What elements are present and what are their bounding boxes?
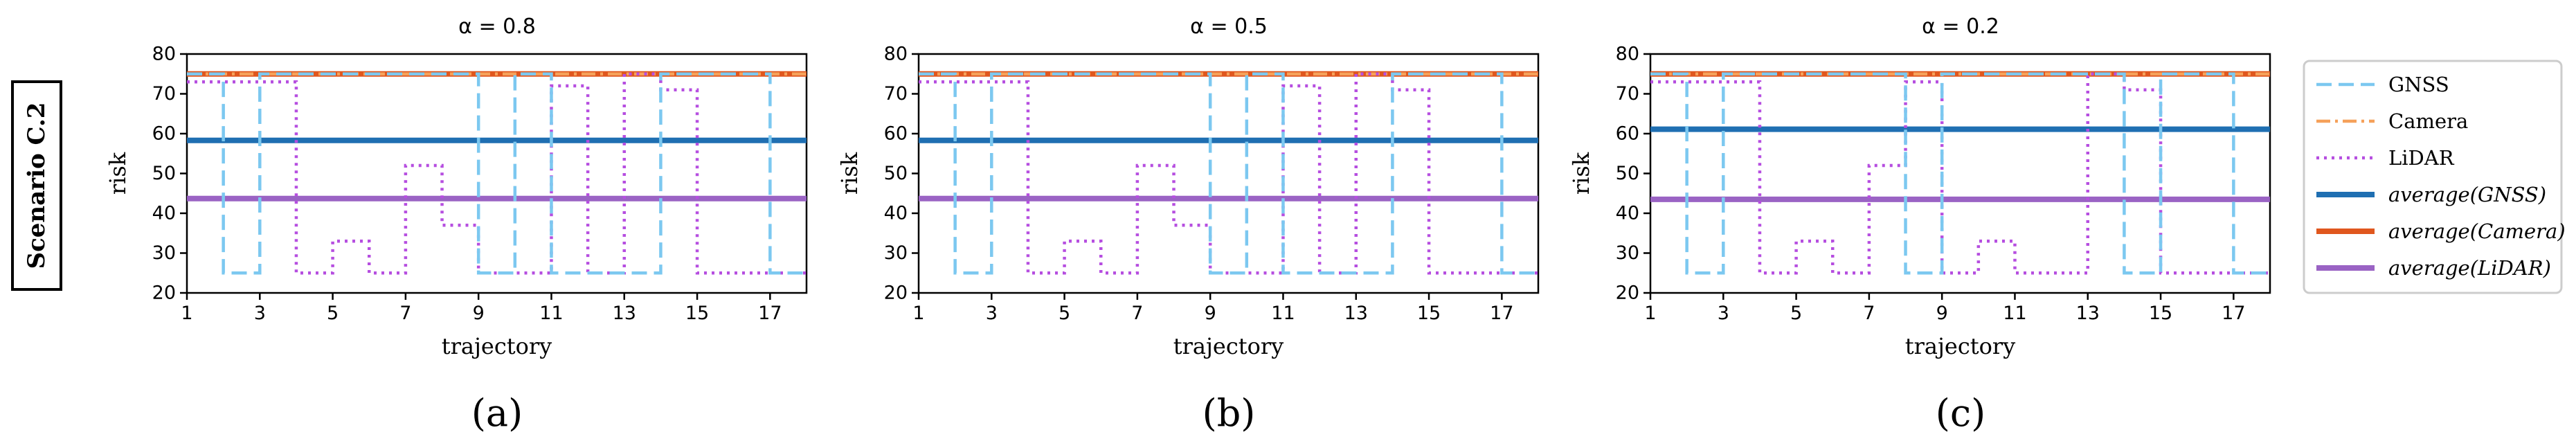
legend-frame <box>2303 60 2563 294</box>
legend-label-gnss: GNSS <box>2388 73 2449 96</box>
legend-label-lidar: LiDAR <box>2388 146 2455 170</box>
x-axis-label: trajectory <box>1905 333 2016 359</box>
y-tick-label: 50 <box>152 163 176 184</box>
y-tick-label: 60 <box>1616 123 1639 145</box>
y-tick-label: 30 <box>152 242 176 264</box>
legend-label-avg_gnss: average(GNSS) <box>2388 183 2546 206</box>
legend: GNSS Camera LiDAR average(GNSS) average(Came… <box>2303 60 2566 294</box>
y-tick-label: 20 <box>1616 283 1639 304</box>
x-tick-label: 15 <box>685 303 709 324</box>
subfigure-label-a: (a) <box>471 391 523 435</box>
x-tick-label: 9 <box>473 303 485 324</box>
x-tick-label: 5 <box>1790 303 1802 324</box>
x-tick-label: 7 <box>1863 303 1875 324</box>
series-line-gnss <box>1650 72 2270 275</box>
x-tick-label: 3 <box>1718 303 1729 324</box>
y-tick-label: 20 <box>152 283 176 304</box>
y-tick-label: 80 <box>152 44 176 65</box>
x-tick-label: 3 <box>254 303 266 324</box>
x-tick-label: 15 <box>2149 303 2172 324</box>
x-tick-label: 5 <box>1059 303 1070 324</box>
x-tick-label: 15 <box>1417 303 1441 324</box>
row-label-box <box>11 80 62 291</box>
y-tick-label: 40 <box>884 203 908 224</box>
y-tick-label: 20 <box>884 283 908 304</box>
axes-frame <box>186 53 808 294</box>
x-tick-label: 1 <box>1644 303 1656 324</box>
y-tick-label: 60 <box>884 123 908 145</box>
series-line-lidar <box>187 72 807 275</box>
x-tick-label: 1 <box>912 303 924 324</box>
x-axis-label: trajectory <box>1173 333 1284 359</box>
y-tick-label: 30 <box>1616 242 1639 264</box>
legend-label-avg_lidar: average(LiDAR) <box>2388 256 2551 280</box>
x-tick-label: 7 <box>399 303 411 324</box>
x-tick-label: 17 <box>758 303 782 324</box>
row-label-text: Scenario C.2 <box>23 102 51 269</box>
x-tick-label: 11 <box>539 303 563 324</box>
panel-title: α = 0.5 <box>1190 15 1268 39</box>
x-tick-label: 9 <box>1205 303 1216 324</box>
axes-frame <box>1649 53 2271 294</box>
panel-title: α = 0.2 <box>1922 15 1999 39</box>
x-tick-label: 1 <box>181 303 192 324</box>
legend-label-avg_camera: average(Camera) <box>2388 219 2566 243</box>
x-axis-label: trajectory <box>442 333 552 359</box>
y-tick-label: 40 <box>152 203 176 224</box>
row-label: Scenario C.2 <box>11 80 62 291</box>
x-tick-label: 11 <box>1271 303 1295 324</box>
y-tick-label: 80 <box>1616 44 1639 65</box>
x-tick-label: 17 <box>2222 303 2245 324</box>
y-axis-label: risk <box>105 152 131 195</box>
x-tick-label: 17 <box>1490 303 1513 324</box>
series-line-gnss <box>919 72 1538 275</box>
y-tick-label: 70 <box>1616 83 1639 105</box>
x-tick-label: 11 <box>2003 303 2026 324</box>
legend-label-camera: Camera <box>2388 109 2468 133</box>
x-tick-label: 13 <box>1344 303 1368 324</box>
series-line-gnss <box>187 72 807 275</box>
series-line-lidar <box>919 72 1538 275</box>
y-tick-label: 50 <box>884 163 908 184</box>
y-tick-label: 70 <box>152 83 176 105</box>
axes-frame <box>917 53 1540 294</box>
x-tick-label: 7 <box>1131 303 1143 324</box>
y-tick-label: 80 <box>884 44 908 65</box>
y-tick-label: 30 <box>884 242 908 264</box>
series-line-lidar <box>1650 72 2270 275</box>
x-tick-label: 13 <box>2076 303 2100 324</box>
x-tick-label: 5 <box>327 303 339 324</box>
y-tick-label: 40 <box>1616 203 1639 224</box>
y-axis-label: risk <box>1568 152 1594 195</box>
x-tick-label: 13 <box>613 303 636 324</box>
x-tick-label: 3 <box>986 303 998 324</box>
y-axis-label: risk <box>836 152 863 195</box>
subfigure-label-b: (b) <box>1203 391 1256 435</box>
y-tick-label: 50 <box>1616 163 1639 184</box>
x-tick-label: 9 <box>1936 303 1948 324</box>
y-tick-label: 70 <box>884 83 908 105</box>
subfigure-label-c: (c) <box>1936 391 1985 435</box>
y-tick-label: 60 <box>152 123 176 145</box>
panel-title: α = 0.8 <box>458 15 536 39</box>
